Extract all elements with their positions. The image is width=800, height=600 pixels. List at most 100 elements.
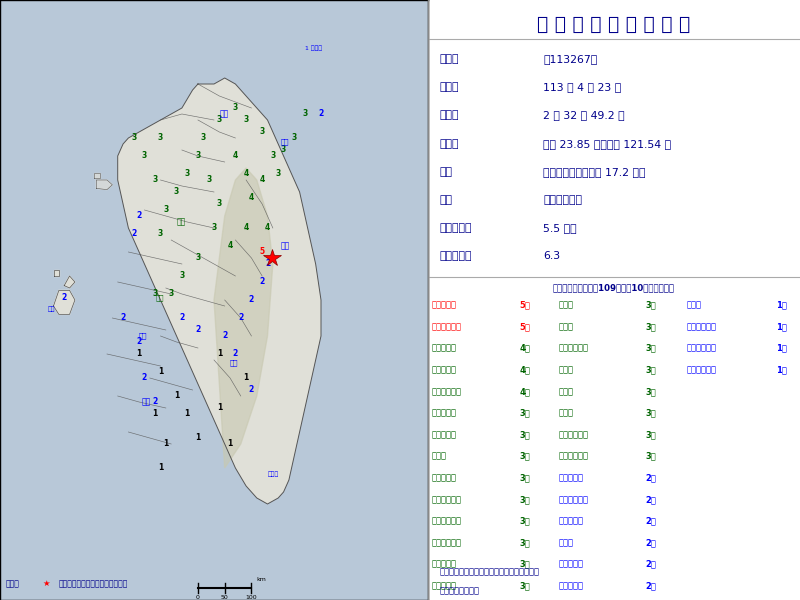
- Text: 3: 3: [211, 223, 217, 232]
- Text: 113 年 4 月 23 日: 113 年 4 月 23 日: [543, 82, 622, 92]
- Text: 1: 1: [163, 439, 169, 449]
- Text: 1: 1: [158, 463, 163, 473]
- Text: 2: 2: [62, 293, 67, 302]
- Text: 2: 2: [249, 295, 254, 304]
- Text: 3級: 3級: [519, 560, 530, 569]
- Text: 3: 3: [158, 133, 163, 142]
- Text: 3: 3: [131, 133, 136, 142]
- Text: 3級: 3級: [646, 452, 656, 461]
- Text: 3級: 3級: [646, 430, 656, 439]
- Text: 2: 2: [121, 313, 126, 323]
- Text: 位於: 位於: [439, 195, 452, 205]
- Text: 3: 3: [217, 199, 222, 208]
- Text: 花蓮縣鹽寮: 花蓮縣鹽寮: [432, 301, 457, 310]
- Text: 3級: 3級: [519, 495, 530, 504]
- Text: 3級: 3級: [519, 581, 530, 590]
- Polygon shape: [214, 168, 273, 468]
- Text: 桃園市三光: 桃園市三光: [432, 430, 457, 439]
- Text: 3: 3: [142, 151, 147, 160]
- Text: 屏東縣九如: 屏東縣九如: [558, 581, 583, 590]
- Text: 苗栗縣苗栗市: 苗栗縣苗栗市: [432, 538, 462, 547]
- Text: 時間：: 時間：: [439, 110, 458, 121]
- Text: 新竹市: 新竹市: [558, 301, 573, 310]
- Text: 2: 2: [249, 385, 254, 395]
- Text: 花蓮: 花蓮: [280, 241, 290, 251]
- Text: 3級: 3級: [519, 430, 530, 439]
- Text: 編號：: 編號：: [439, 54, 458, 64]
- Text: 日期：: 日期：: [439, 82, 458, 92]
- Text: 3: 3: [217, 115, 222, 124]
- Text: 3級: 3級: [519, 452, 530, 461]
- Text: 3級: 3級: [646, 344, 656, 353]
- Text: 位置：: 位置：: [439, 139, 458, 149]
- Text: 3: 3: [233, 103, 238, 113]
- Text: 2: 2: [265, 259, 270, 269]
- Text: 3: 3: [195, 151, 201, 160]
- Text: 2: 2: [153, 397, 158, 407]
- Text: 澎湖縣馬公市: 澎湖縣馬公市: [686, 365, 717, 374]
- Text: 2: 2: [238, 313, 243, 323]
- Text: 臺南: 臺南: [139, 332, 148, 340]
- Text: 花蓮縣花蓮市: 花蓮縣花蓮市: [432, 322, 462, 331]
- Text: 苗栗縣泰安: 苗栗縣泰安: [432, 409, 457, 418]
- Polygon shape: [118, 78, 321, 504]
- Text: 1: 1: [227, 439, 233, 449]
- Text: 4: 4: [265, 223, 270, 232]
- Text: 臺南市白河: 臺南市白河: [558, 517, 583, 526]
- Text: 100: 100: [246, 595, 258, 600]
- Text: ★: ★: [43, 579, 50, 588]
- Text: 臺北: 臺北: [219, 109, 229, 118]
- Polygon shape: [54, 270, 59, 276]
- Text: 臺中市梨山: 臺中市梨山: [432, 344, 457, 353]
- Text: 2: 2: [233, 349, 238, 358]
- Polygon shape: [54, 290, 75, 314]
- Text: 1: 1: [217, 403, 222, 413]
- Text: 1級: 1級: [776, 322, 786, 331]
- Text: 新竹縣竹東: 新竹縣竹東: [432, 560, 457, 569]
- Text: 2: 2: [259, 277, 265, 286]
- Polygon shape: [96, 180, 112, 190]
- Text: 高雄: 高雄: [142, 397, 150, 407]
- Text: 3: 3: [292, 133, 297, 142]
- Text: 1: 1: [217, 349, 222, 358]
- Text: 桃園市: 桃園市: [558, 387, 573, 396]
- Text: 2級: 2級: [646, 560, 657, 569]
- Text: 6.3: 6.3: [543, 251, 561, 262]
- Text: 4級: 4級: [519, 387, 530, 396]
- Text: 1: 1: [243, 373, 249, 383]
- Text: 2級: 2級: [646, 495, 657, 504]
- Text: 嘉義縣太保市: 嘉義縣太保市: [558, 430, 588, 439]
- Text: 1 彭佳嶼: 1 彭佳嶼: [305, 45, 322, 51]
- Text: km: km: [257, 577, 266, 582]
- Text: 表震央位置・數字表示該測站震度: 表震央位置・數字表示該測站震度: [59, 579, 128, 588]
- Text: 花蓮縣政府南南西方 17.2 公里: 花蓮縣政府南南西方 17.2 公里: [543, 167, 646, 177]
- Text: 5弱: 5弱: [519, 301, 530, 310]
- Text: 1級: 1級: [776, 344, 786, 353]
- Text: 3: 3: [259, 127, 265, 136]
- Text: 1級: 1級: [776, 365, 786, 374]
- Text: 地震速報之結果。: 地震速報之結果。: [439, 587, 479, 596]
- Text: 3: 3: [169, 289, 174, 298]
- Text: 南投縣奧萬大: 南投縣奧萬大: [432, 387, 462, 396]
- Text: 3級: 3級: [646, 322, 656, 331]
- Text: 1: 1: [195, 433, 201, 443]
- Text: 各地最大震度（採用109年新制10級震度分級）: 各地最大震度（採用109年新制10級震度分級）: [553, 284, 675, 293]
- Text: 雲林縣斗六市: 雲林縣斗六市: [432, 517, 462, 526]
- Text: 北緯 23.85 度・東經 121.54 度: 北緯 23.85 度・東經 121.54 度: [543, 139, 671, 149]
- Text: 本報告係中央氣象署地震觀測網即時地震資料: 本報告係中央氣象署地震觀測網即時地震資料: [439, 567, 539, 576]
- Text: 臺東縣臺東市: 臺東縣臺東市: [686, 344, 717, 353]
- Text: 2級: 2級: [646, 538, 657, 547]
- Text: 3級: 3級: [646, 301, 656, 310]
- Text: 臺東縣海端: 臺東縣海端: [558, 473, 583, 482]
- Text: 3級: 3級: [646, 387, 656, 396]
- Text: 2: 2: [142, 373, 147, 383]
- Text: 2: 2: [179, 313, 185, 323]
- Text: 2: 2: [318, 109, 324, 118]
- Text: 圖說：: 圖說：: [6, 579, 19, 588]
- Text: 1: 1: [153, 409, 158, 419]
- Text: 屏東縣屏東市: 屏東縣屏東市: [686, 322, 717, 331]
- Text: 3級: 3級: [519, 409, 530, 418]
- Text: 馬公: 馬公: [48, 307, 56, 313]
- Polygon shape: [64, 276, 75, 288]
- Text: 4: 4: [233, 151, 238, 160]
